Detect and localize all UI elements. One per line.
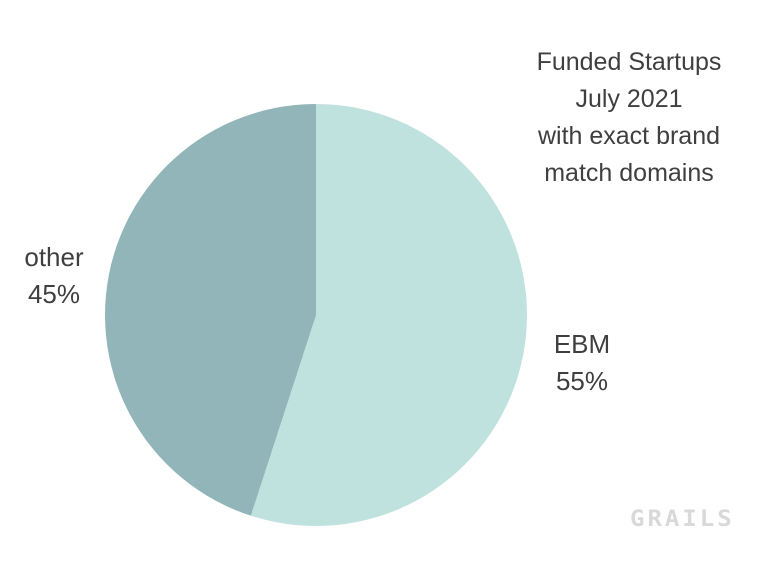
slice-label-other: other 45% <box>6 239 102 313</box>
chart-title-line: July 2021 <box>575 85 683 113</box>
slice-name: EBM <box>553 329 611 359</box>
grails-logo: GRAILS <box>630 506 735 532</box>
chart-title-line: Funded Startups <box>536 48 722 76</box>
chart-title-line: match domains <box>544 159 714 187</box>
slice-label-ebm: EBM 55% <box>533 326 631 400</box>
slice-percent: 55% <box>555 366 609 396</box>
slice-name: other <box>24 242 84 272</box>
chart-title: Funded Startups July 2021 with exact bra… <box>468 44 768 192</box>
pie-chart <box>105 104 527 526</box>
chart-title-line: with exact brand <box>537 122 721 150</box>
slice-percent: 45% <box>27 279 81 309</box>
